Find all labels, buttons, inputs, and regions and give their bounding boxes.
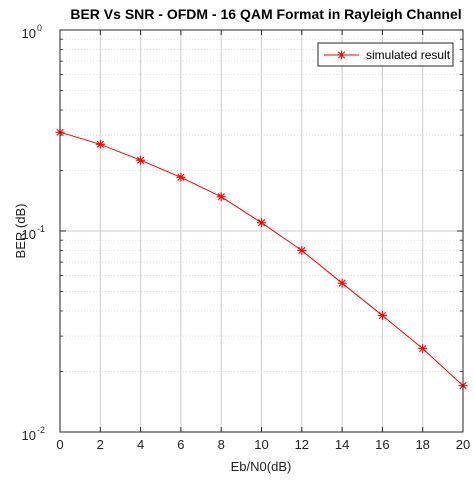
- series-layer: [55, 127, 468, 391]
- x-tick-label: 20: [456, 437, 470, 452]
- x-tick-label: 18: [415, 437, 429, 452]
- x-tick-label: 10: [254, 437, 268, 452]
- y-tick-exponent: -2: [37, 425, 45, 435]
- y-tick-exponent: -1: [37, 224, 45, 234]
- x-tick-label: 12: [295, 437, 309, 452]
- data-point-marker: [136, 155, 146, 165]
- legend-asterisk-icon: [337, 50, 346, 60]
- data-point-marker: [95, 139, 105, 149]
- y-tick-label: 10: [22, 227, 36, 242]
- legend-label: simulated result: [366, 48, 451, 62]
- legend-box: [317, 42, 454, 67]
- data-point-marker: [418, 344, 428, 354]
- y-tick-label: 10: [22, 26, 36, 41]
- legend-marker: [337, 50, 346, 60]
- data-point-marker: [297, 245, 307, 255]
- data-point-marker: [176, 172, 186, 182]
- grid: [59, 29, 464, 433]
- data-point-marker: [377, 310, 387, 320]
- plot-border: [59, 29, 464, 433]
- x-tick-label: 4: [137, 437, 144, 452]
- x-tick-label: 6: [177, 437, 184, 452]
- x-axis-label: Eb/N0(dB): [231, 459, 292, 474]
- x-tick-label: 2: [97, 437, 104, 452]
- chart-title: BER Vs SNR - OFDM - 16 QAM Format in Ray…: [70, 6, 461, 22]
- x-tick-label: 8: [218, 437, 225, 452]
- data-point-marker: [257, 218, 266, 228]
- x-tick-label: 14: [335, 437, 349, 452]
- y-axis-label: BER (dB): [13, 204, 28, 259]
- data-point-marker: [216, 192, 226, 202]
- y-tick-label: 10: [22, 428, 36, 443]
- data-point-marker: [337, 278, 347, 288]
- x-tick-label: 0: [56, 437, 63, 452]
- legend: simulated result: [317, 42, 454, 67]
- y-tick-exponent: 0: [37, 23, 42, 33]
- x-tick-label: 16: [375, 437, 389, 452]
